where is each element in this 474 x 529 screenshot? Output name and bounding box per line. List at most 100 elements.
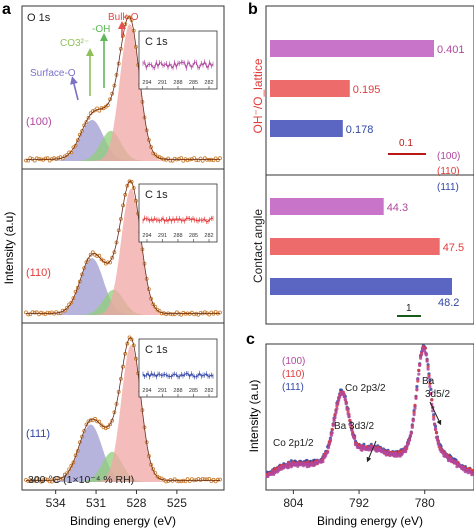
- o1s-data-point: [80, 434, 84, 439]
- o1s-data-point: [218, 477, 222, 482]
- co2p-data-point: [285, 462, 289, 467]
- co2p-data-point: [328, 438, 332, 442]
- o1s-data-point: [205, 157, 209, 162]
- panel-a-xtick-label: 528: [126, 496, 146, 510]
- angle-scale-label: 1: [406, 303, 412, 314]
- o1s-data-point: [198, 310, 203, 315]
- co2p-data-point: [362, 442, 366, 446]
- o1s-data-point: [179, 479, 184, 484]
- o1s-data-point: [69, 300, 74, 305]
- co2p-data-point: [427, 375, 431, 380]
- co2p-data-point: [462, 467, 466, 471]
- c1s-inset-tick-label: 285: [189, 80, 198, 86]
- co2p-data-point: [353, 437, 357, 441]
- co2p-data-point: [454, 460, 458, 464]
- co2p-data-point: [335, 406, 339, 411]
- c1s-inset-trace: [142, 217, 214, 223]
- co2p-data-point: [434, 435, 439, 439]
- co2p-data-point: [433, 422, 437, 426]
- co2p-data-point: [326, 450, 330, 454]
- o1s-envelope-(100): [26, 16, 220, 160]
- ba3d52-label: 3d5/2: [425, 389, 450, 400]
- co2p-data-point: [414, 396, 418, 400]
- o1s-data-point: [215, 158, 220, 163]
- o1s-data-point: [80, 128, 84, 133]
- o1s-data-point: [43, 477, 48, 482]
- panel-a-xlabel: Binding energy (eV): [70, 514, 176, 528]
- co2p-series-(100): [265, 346, 474, 479]
- legend-b-110: (110): [437, 166, 460, 177]
- panel-b-frame: [265, 5, 474, 325]
- c1s-inset-tick-label: 294: [142, 388, 151, 394]
- co2p-data-point: [432, 417, 436, 421]
- co2p-data-point: [345, 407, 349, 411]
- co2p-data-point: [425, 359, 429, 363]
- o1s-data-point: [155, 154, 160, 159]
- ratio-scale-label: 0.1: [399, 138, 413, 149]
- o1s-data-point: [108, 97, 112, 102]
- co2p-data-point: [286, 465, 291, 470]
- o1s-data-point: [58, 311, 63, 316]
- o1s-data-point: [43, 156, 48, 161]
- ratio-bar-(111): [270, 120, 343, 137]
- co2p-data-point: [418, 363, 422, 368]
- panel-a-letter: a: [2, 1, 11, 18]
- o1s-data-point: [37, 477, 41, 482]
- co2p-data-point: [426, 365, 430, 369]
- co2p-data-point: [429, 392, 433, 396]
- ratio-axis-label: OH⁻/O_lattice: [251, 58, 265, 133]
- legend-c-110: (110): [282, 369, 305, 380]
- co2p-data-point: [343, 397, 347, 401]
- co2p-data-point: [410, 425, 414, 429]
- co2p-data-point: [368, 448, 372, 452]
- o1s-data-point: [211, 158, 216, 163]
- o1s-data-point: [84, 260, 89, 265]
- co2p-data-point: [428, 381, 432, 386]
- co2p-data-point: [331, 423, 335, 427]
- o1s-component-(100)-2: [22, 24, 224, 161]
- o1s-data-point: [75, 138, 80, 143]
- o1s-data-point: [32, 310, 37, 315]
- co2p-data-point: [406, 441, 411, 445]
- co2p-data-point: [341, 392, 345, 396]
- o1s-data-point: [95, 419, 99, 424]
- c1s-inset-tick-label: 282: [204, 233, 213, 239]
- co2p-data-point: [326, 446, 331, 450]
- o1s-data-point: [187, 479, 192, 483]
- co2p-data-point: [416, 377, 420, 381]
- o1s-data-point: [198, 156, 203, 161]
- co2p-data-point: [415, 387, 419, 391]
- o1s-component-(110)-2: [22, 188, 224, 315]
- o1s-data-point: [207, 312, 212, 317]
- co2p-data-point: [417, 368, 421, 372]
- ba3d32-arrow: [366, 440, 377, 463]
- o1s-data-point: [52, 156, 56, 161]
- c1s-inset-tick-label: 282: [204, 388, 213, 394]
- o1s-data-point: [82, 428, 87, 433]
- o1s-envelope-(110): [26, 180, 220, 314]
- co2p-data-point: [347, 415, 351, 419]
- o1s-data-point: [151, 302, 156, 307]
- co2p-data-point: [351, 433, 355, 437]
- o1s-data-point: [34, 156, 39, 161]
- co2p-data-point: [333, 416, 337, 420]
- co2p-data-point: [340, 390, 345, 394]
- o1s-data-point: [86, 115, 91, 120]
- o1s-component-(111)-0: [22, 424, 224, 482]
- o1s-data-point: [30, 479, 35, 483]
- c1s-inset-frame: [138, 338, 218, 398]
- c1s-inset-tick-label: 285: [189, 233, 198, 239]
- co2p-data-point: [423, 351, 427, 355]
- panel-c-xtick-label: 792: [349, 496, 369, 510]
- co2p-data-point: [471, 472, 474, 476]
- co2p-data-point: [358, 445, 362, 449]
- o1s-data-point: [26, 312, 31, 317]
- o1s-data-point: [207, 157, 212, 162]
- legend-c-111: (111): [282, 382, 304, 393]
- o1s-data-point: [127, 335, 132, 340]
- co2p-data-point: [429, 387, 433, 391]
- o1s-label: O 1s: [27, 12, 51, 24]
- co2p-data-point: [330, 431, 334, 435]
- co2p-data-point: [350, 428, 354, 432]
- co2p-data-point: [327, 442, 331, 446]
